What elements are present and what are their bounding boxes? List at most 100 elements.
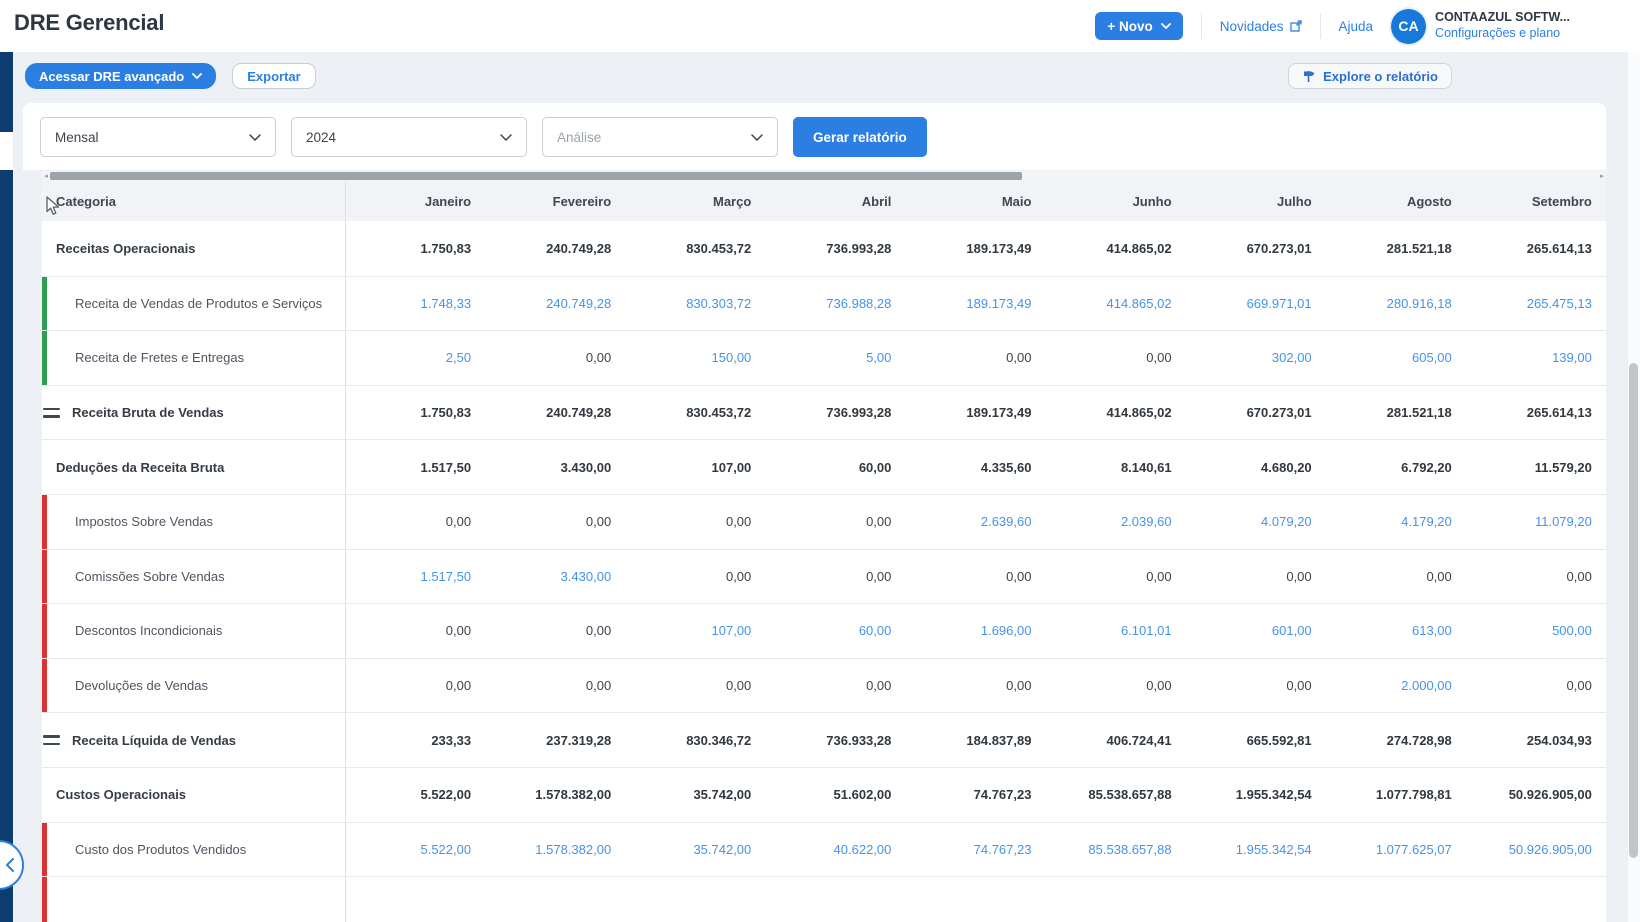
value-cell-link[interactable]: 6.101,01 xyxy=(1120,623,1172,639)
value-cell: 50.926.905,00 xyxy=(1508,787,1592,803)
horizontal-scrollbar-thumb[interactable] xyxy=(50,172,1022,180)
table-row: Receitas Operacionais 1.750,83 240.749,28 8… xyxy=(42,221,1606,276)
column-header-setembro: Setembro xyxy=(1531,193,1592,209)
column-header-agosto: Agosto xyxy=(1406,193,1452,209)
value-cell: 5.522,00 xyxy=(420,787,472,803)
value-cell-link[interactable]: 500,00 xyxy=(1552,623,1592,639)
value-cell-link[interactable]: 280.916,18 xyxy=(1386,295,1452,311)
value-cell-link[interactable]: 5.522,00 xyxy=(420,841,472,857)
novidades-label: Novidades xyxy=(1219,18,1284,34)
value-cell-link[interactable]: 3.430,00 xyxy=(560,568,612,584)
value-cell-link[interactable]: 2,50 xyxy=(445,350,472,366)
analysis-select[interactable]: Análise xyxy=(542,117,778,157)
chevron-down-icon xyxy=(192,73,203,79)
table-row: Receita Bruta de Vendas 1.750,83 240.749,2… xyxy=(42,384,1606,440)
value-cell: 233,33 xyxy=(431,732,472,748)
value-cell: 670.273,01 xyxy=(1246,405,1312,421)
value-cell-link[interactable]: 107,00 xyxy=(711,623,752,639)
value-cell-link[interactable]: 605,00 xyxy=(1411,350,1452,366)
value-cell-link[interactable]: 414.865,02 xyxy=(1106,295,1172,311)
value-cell: 107,00 xyxy=(711,459,752,475)
ajuda-link[interactable]: Ajuda xyxy=(1339,19,1374,34)
value-cell-link[interactable]: 1.517,50 xyxy=(420,568,472,584)
value-cell-link[interactable]: 2.639,60 xyxy=(980,514,1032,530)
value-cell-link[interactable]: 1.578.382,00 xyxy=(535,841,612,857)
value-cell-link[interactable]: 50.926.905,00 xyxy=(1508,841,1592,857)
scroll-right-arrow[interactable]: ▸ xyxy=(1600,173,1604,180)
value-cell-link[interactable]: 1.077.625,07 xyxy=(1375,841,1452,857)
explore-relatorio-button[interactable]: Explore o relatório xyxy=(1288,63,1452,89)
novidades-link[interactable]: Novidades xyxy=(1220,19,1302,34)
value-cell: 665.592,81 xyxy=(1246,732,1312,748)
value-cell-link[interactable]: 11.079,20 xyxy=(1534,514,1592,530)
row-category-label: Custo dos Produtos Vendidos xyxy=(75,841,247,857)
avatar[interactable]: CA xyxy=(1391,8,1427,44)
column-header-maio: Maio xyxy=(1001,193,1032,209)
row-category-label: Descontos Incondicionais xyxy=(75,623,223,639)
value-cell-link[interactable]: 736.988,28 xyxy=(826,295,892,311)
horizontal-scrollbar[interactable]: ◂ ▸ xyxy=(42,171,1606,181)
exportar-button[interactable]: Exportar xyxy=(232,63,316,89)
red-accent-bar xyxy=(42,549,47,604)
value-cell-link[interactable]: 35.742,00 xyxy=(693,841,752,857)
value-cell-link[interactable]: 2.039,60 xyxy=(1120,514,1172,530)
novo-button[interactable]: + Novo xyxy=(1095,12,1183,40)
value-cell-link[interactable]: 4.079,20 xyxy=(1261,514,1312,530)
year-select-value: 2024 xyxy=(306,129,337,145)
value-cell-link[interactable]: 74.767,23 xyxy=(973,841,1032,857)
chevron-left-icon xyxy=(5,858,14,872)
table-row: Devoluções de Vendas 0,00 0,00 0,00 0,00 0,00… xyxy=(42,657,1606,713)
value-cell: 0,00 xyxy=(1146,678,1172,694)
red-accent-bar xyxy=(42,494,47,549)
table-row: Receita de Vendas de Produtos e Serviços… xyxy=(42,275,1606,331)
value-cell-link[interactable]: 85.538.657,88 xyxy=(1088,841,1172,857)
year-select[interactable]: 2024 xyxy=(291,117,527,157)
value-cell: 670.273,01 xyxy=(1246,240,1312,256)
value-cell-link[interactable]: 1.955.342,54 xyxy=(1235,841,1312,857)
gerar-relatorio-button[interactable]: Gerar relatório xyxy=(793,117,927,157)
row-category-label: Receitas Operacionais xyxy=(56,240,196,256)
acessar-dre-avancado-button[interactable]: Acessar DRE avançado xyxy=(25,63,217,89)
scroll-left-arrow[interactable]: ◂ xyxy=(44,173,48,180)
value-cell: 60,00 xyxy=(858,459,892,475)
red-accent-bar xyxy=(42,658,47,713)
page-title: DRE Gerencial xyxy=(14,10,165,35)
value-cell-link[interactable]: 150,00 xyxy=(711,350,752,366)
value-cell: 74.767,23 xyxy=(973,787,1032,803)
value-cell-link[interactable]: 40.622,00 xyxy=(833,841,892,857)
account-name: CONTAAZUL SOFTW... xyxy=(1435,10,1570,25)
value-cell-link[interactable]: 669.971,01 xyxy=(1246,295,1312,311)
value-cell: 1.750,83 xyxy=(420,240,472,256)
value-cell: 0,00 xyxy=(1566,568,1592,584)
value-cell: 0,00 xyxy=(1146,568,1172,584)
value-cell: 736.993,28 xyxy=(826,405,892,421)
value-cell-link[interactable]: 613,00 xyxy=(1411,623,1452,639)
value-cell-link[interactable]: 60,00 xyxy=(858,623,892,639)
value-cell-link[interactable]: 830.303,72 xyxy=(686,295,752,311)
value-cell: 0,00 xyxy=(866,514,892,530)
value-cell: 184.837,89 xyxy=(966,732,1032,748)
table-row: Descontos Incondicionais 0,00 0,00 107,00 60… xyxy=(42,603,1606,658)
value-cell-link[interactable]: 302,00 xyxy=(1271,350,1312,366)
value-cell: 0,00 xyxy=(1286,568,1312,584)
value-cell-link[interactable]: 1.696,00 xyxy=(980,623,1032,639)
value-cell-link[interactable]: 189.173,49 xyxy=(966,295,1032,311)
period-select[interactable]: Mensal xyxy=(40,117,276,157)
value-cell-link[interactable]: 4.179,20 xyxy=(1401,514,1452,530)
red-accent-bar xyxy=(42,877,47,922)
row-category-label: Comissões Sobre Vendas xyxy=(75,568,225,584)
value-cell-link[interactable]: 240.749,28 xyxy=(546,295,612,311)
value-cell-link[interactable]: 2.000,00 xyxy=(1401,678,1452,694)
signpost-icon xyxy=(1304,71,1315,82)
value-cell-link[interactable]: 601,00 xyxy=(1271,623,1312,639)
explore-relatorio-label: Explore o relatório xyxy=(1323,68,1438,84)
value-cell-link[interactable]: 5,00 xyxy=(866,350,892,366)
column-header-janeiro: Janeiro xyxy=(424,193,472,209)
value-cell-link[interactable]: 1.748,33 xyxy=(420,295,472,311)
account-settings-link[interactable]: Configurações e plano xyxy=(1435,26,1561,40)
vertical-scrollbar-thumb[interactable] xyxy=(1629,363,1638,858)
account-menu[interactable]: CA CONTAAZUL SOFTW... Configurações e pl… xyxy=(1391,8,1570,44)
ajuda-label: Ajuda xyxy=(1338,18,1374,34)
value-cell-link[interactable]: 265.475,13 xyxy=(1526,295,1592,311)
value-cell-link[interactable]: 139,00 xyxy=(1552,350,1592,366)
